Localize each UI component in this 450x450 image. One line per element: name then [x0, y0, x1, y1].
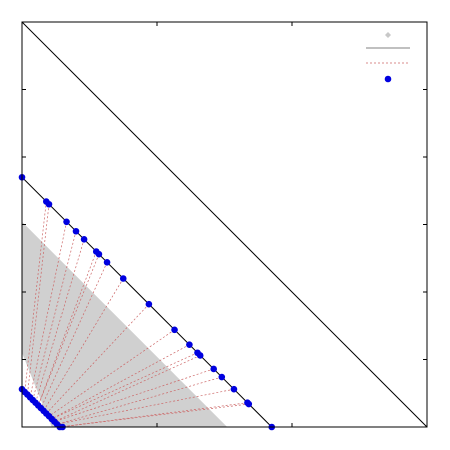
connector-line	[59, 402, 248, 428]
outer-point	[196, 352, 204, 359]
connector-line	[32, 231, 77, 401]
outer-point	[230, 385, 238, 393]
outer-point	[145, 300, 153, 308]
diagonal-line	[21, 21, 428, 428]
outer-point	[119, 275, 127, 282]
outer-point	[103, 259, 111, 266]
connector-line	[37, 251, 97, 406]
connector-line	[43, 278, 124, 411]
outer-point	[245, 400, 253, 408]
legend-diamond-marker	[385, 32, 391, 38]
shaded-region-layer	[22, 221, 228, 427]
outer-point	[186, 341, 193, 348]
outer-point	[45, 200, 53, 208]
connector-line	[35, 239, 85, 403]
connector-line	[54, 355, 201, 422]
outer-point	[171, 326, 178, 334]
connector-line	[46, 303, 150, 414]
outer-point	[210, 365, 217, 373]
outer-point	[95, 250, 103, 258]
connector-line	[57, 376, 222, 425]
connector-line	[51, 352, 198, 420]
outer-point	[80, 236, 88, 243]
shaded-region	[22, 221, 228, 427]
connector-line	[40, 262, 108, 409]
outer-point	[63, 218, 70, 226]
connector-line	[48, 329, 175, 417]
legend	[366, 32, 410, 83]
axis-ticks-layer	[22, 22, 427, 427]
outer-point	[218, 373, 226, 381]
connector-line	[29, 221, 67, 398]
outer-point	[72, 227, 80, 235]
legend-circle-marker	[384, 75, 392, 83]
connector-line	[37, 254, 100, 406]
